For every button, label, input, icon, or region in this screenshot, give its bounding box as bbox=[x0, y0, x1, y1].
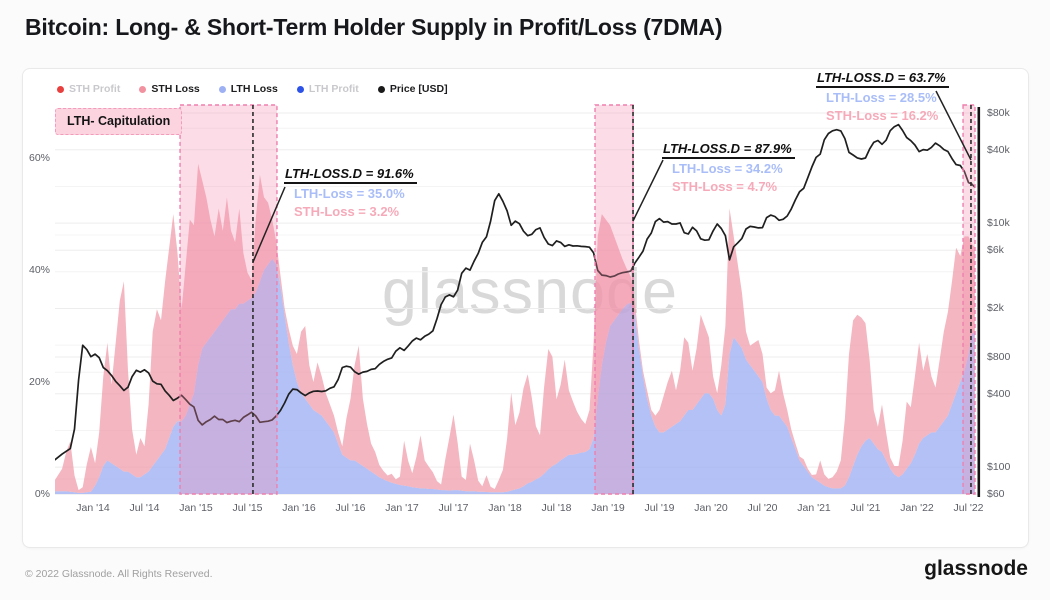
legend-dot-lth-profit bbox=[296, 85, 304, 93]
legend-item-price-usd-[interactable]: Price [USD] bbox=[377, 83, 448, 95]
price-axis-bar bbox=[977, 107, 981, 497]
legend-label: LTH Loss bbox=[230, 83, 278, 95]
annotation-pointer-line bbox=[632, 159, 664, 222]
chart-legend: STH Profit STH Loss LTH Loss LTH Profit Pric… bbox=[57, 82, 448, 96]
legend-dot-sth-profit bbox=[57, 85, 64, 93]
legend-item-lth-loss[interactable]: LTH Loss bbox=[218, 83, 278, 95]
legend-label: LTH Profit bbox=[308, 83, 359, 95]
annotation-pointer-line bbox=[252, 186, 286, 263]
glassnode-logo: glassnode bbox=[924, 557, 1028, 580]
sth-loss-area bbox=[55, 163, 975, 493]
capitulation-badge: LTH- Capitulation bbox=[55, 108, 183, 135]
copyright-text: © 2022 Glassnode. All Rights Reserved. bbox=[25, 568, 213, 580]
legend-label: STH Loss bbox=[151, 83, 200, 95]
legend-item-sth-loss[interactable]: STH Loss bbox=[139, 83, 200, 95]
legend-item-lth-profit[interactable]: LTH Profit bbox=[296, 83, 359, 95]
legend-dot-price-usd- bbox=[377, 85, 385, 93]
legend-label: Price [USD] bbox=[389, 83, 448, 95]
legend-dot-sth-loss bbox=[139, 85, 147, 93]
legend-label: STH Profit bbox=[69, 83, 121, 95]
legend-item-sth-profit[interactable]: STH Profit bbox=[57, 83, 120, 95]
page-title: Bitcoin: Long- & Short-Term Holder Suppl… bbox=[25, 14, 723, 40]
capitulation-region bbox=[594, 104, 634, 495]
price-line bbox=[55, 123, 975, 461]
capitulation-region bbox=[962, 104, 976, 495]
annotation-pointer-line bbox=[935, 90, 972, 161]
capitulation-region bbox=[179, 104, 278, 495]
lth-loss-area bbox=[55, 258, 975, 494]
legend-dot-lth-loss bbox=[218, 85, 226, 93]
